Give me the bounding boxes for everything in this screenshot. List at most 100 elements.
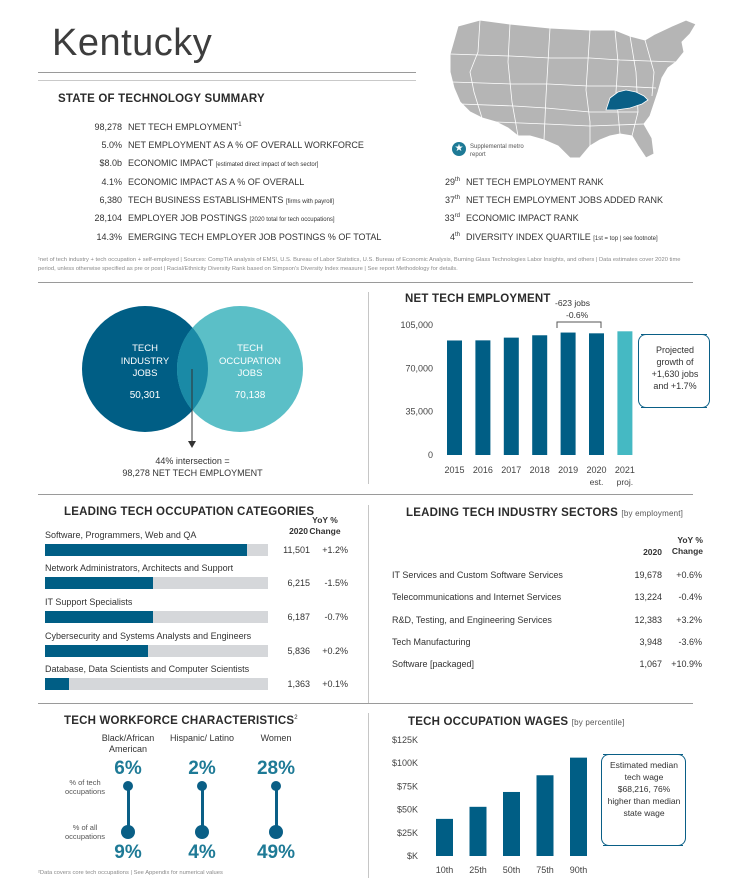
rank-suffix: th: [454, 232, 460, 238]
y-tick-label: 105,000: [400, 320, 433, 330]
y-tick-label: $75K: [397, 781, 418, 791]
rank-value: 29: [444, 177, 455, 187]
wages-heading-note: [by percentile]: [571, 718, 625, 727]
workforce-tech-pct: 6%: [114, 758, 142, 779]
occupation-yoy: -1.5%: [324, 578, 348, 588]
bar: [503, 791, 520, 856]
sector-yoy: +10.9%: [671, 659, 702, 669]
summary-label: NET TECH EMPLOYMENT: [128, 122, 239, 132]
summary-row: 5.0% NET EMPLOYMENT AS A % OF OVERALL WOR…: [52, 140, 364, 150]
sector-yoy: -3.6%: [678, 637, 702, 647]
summary-value: 98,278: [94, 122, 122, 132]
venn-intersection-line2: 98,278 NET TECH EMPLOYMENT: [122, 468, 263, 478]
sectors-yoy-header: YoY % Change: [663, 535, 703, 557]
occupation-value: 6,187: [287, 612, 310, 622]
workforce-heading-sup: 2: [294, 715, 298, 722]
occupation-yoy: +1.2%: [322, 545, 348, 555]
summary-note: [estimated direct impact of tech sector]: [215, 162, 319, 168]
occupations-year-header: 2020: [289, 526, 308, 536]
occupation-bar: [45, 577, 154, 589]
occupation-label: Database, Data Scientists and Computer S…: [45, 664, 250, 674]
workforce-dot-bottom: [121, 825, 135, 839]
summary-label: EMPLOYER JOB POSTINGS: [128, 213, 248, 223]
venn-right-circle: [177, 306, 303, 432]
page-title: Kentucky: [52, 22, 213, 64]
rank-label: ECONOMIC IMPACT RANK: [466, 213, 579, 223]
venn-left-circle: [82, 306, 208, 432]
summary-label: NET EMPLOYMENT AS A % OF OVERALL WORKFOR…: [128, 140, 364, 150]
rank-number: 33rd: [432, 213, 460, 223]
venn-pointer-arrow: [188, 441, 196, 448]
x-tick-label: 25th: [469, 865, 487, 875]
state-borders: [449, 19, 677, 146]
sector-value: 13,224: [634, 592, 662, 602]
projection-text: Projected growth of +1,630 jobs and +1.7…: [651, 345, 699, 391]
y-tick-label: $125K: [392, 735, 418, 745]
occupation-bar: [45, 611, 154, 623]
occupation-label: Software, Programmers, Web and QA: [45, 530, 197, 540]
occupation-yoy: -0.7%: [324, 612, 348, 622]
bar: [560, 332, 576, 455]
wages-heading: TECH OCCUPATION WAGES [by percentile]: [408, 716, 625, 728]
summary-row: $8.0b ECONOMIC IMPACT [estimated direct i…: [52, 158, 318, 168]
map-legend-label: Supplemental metro report: [470, 144, 524, 158]
venn-left-value: 50,301: [129, 390, 161, 401]
summary-value: 4.1%: [101, 177, 122, 187]
rank-value: 33: [444, 213, 455, 223]
star-icon: ★: [452, 142, 466, 156]
summary-value: 14.3%: [96, 232, 122, 242]
occupation-label: Network Administrators, Architects and S…: [45, 563, 234, 573]
section-divider-1: [38, 282, 693, 283]
bar: [447, 340, 462, 455]
y-tick-label: $25K: [397, 828, 418, 838]
workforce-group-name: Women: [260, 733, 292, 743]
occupation-value: 1,363: [287, 679, 310, 689]
sectors-heading: LEADING TECH INDUSTRY SECTORS [by employ…: [406, 507, 683, 519]
rank-label: NET TECH EMPLOYMENT RANK: [466, 177, 604, 187]
wages-heading-text: TECH OCCUPATION WAGES: [408, 716, 569, 728]
sector-label: Software [packaged]: [392, 659, 475, 669]
occupations-heading: LEADING TECH OCCUPATION CATEGORIES: [64, 506, 315, 518]
wage-callout-text: Estimated median tech wage $68,216, 76% …: [607, 760, 681, 818]
bar: [570, 757, 587, 856]
rank-number: 29th: [432, 177, 460, 187]
y-tick-label: 35,000: [405, 407, 433, 417]
y-tick-label: $K: [407, 851, 418, 861]
title-divider-2: [38, 80, 416, 81]
net-tech-change-jobs: -623 jobs: [555, 298, 590, 308]
x-tick-label: 2015: [444, 465, 464, 475]
workforce-connector: [127, 786, 130, 828]
summary-footnote: ¹net of tech industry + tech occupation …: [38, 257, 681, 272]
bar: [436, 818, 453, 856]
bar: [589, 333, 604, 455]
sector-value: 19,678: [634, 570, 662, 580]
rank-label: DIVERSITY INDEX QUARTILE: [466, 232, 591, 242]
y-tick-label: $50K: [397, 805, 418, 815]
rank-number: 37th: [432, 195, 460, 205]
workforce-dot-bottom: [269, 825, 283, 839]
summary-label: ECONOMIC IMPACT AS A % OF OVERALL: [128, 177, 305, 187]
sector-value: 12,383: [634, 615, 662, 625]
x-tick-label: 2019: [558, 465, 578, 475]
venn-left-label: TECH INDUSTRY JOBS: [120, 343, 170, 379]
occupation-label: Cybersecurity and Systems Analysts and E…: [45, 631, 252, 641]
occupation-value: 5,836: [287, 646, 310, 656]
rank-label: NET TECH EMPLOYMENT JOBS ADDED RANK: [466, 195, 664, 205]
occupations-yoy-header-1: YoY %: [312, 515, 338, 525]
x-tick-label: 2020: [586, 465, 606, 475]
vertical-divider-2: [368, 505, 369, 703]
label-all-occupations: % of all occupations: [64, 823, 106, 841]
x-tick-label: 2016: [473, 465, 493, 475]
us-outline: [449, 19, 697, 159]
bar: [536, 775, 554, 856]
occupation-bar-track: [45, 678, 268, 690]
sector-value: 1,067: [639, 659, 662, 669]
workforce-tech-pct: 2%: [188, 758, 216, 779]
occupations-yoy-header-2: Change: [309, 526, 341, 536]
x-tick-label: 50th: [503, 865, 521, 875]
net-tech-change-pct: -0.6%: [566, 310, 589, 320]
summary-row: 6,380 TECH BUSINESS ESTABLISHMENTS [firms…: [52, 195, 333, 205]
occupation-value: 6,215: [287, 578, 310, 588]
bar: [532, 335, 548, 455]
summary-value: 28,104: [94, 213, 122, 223]
